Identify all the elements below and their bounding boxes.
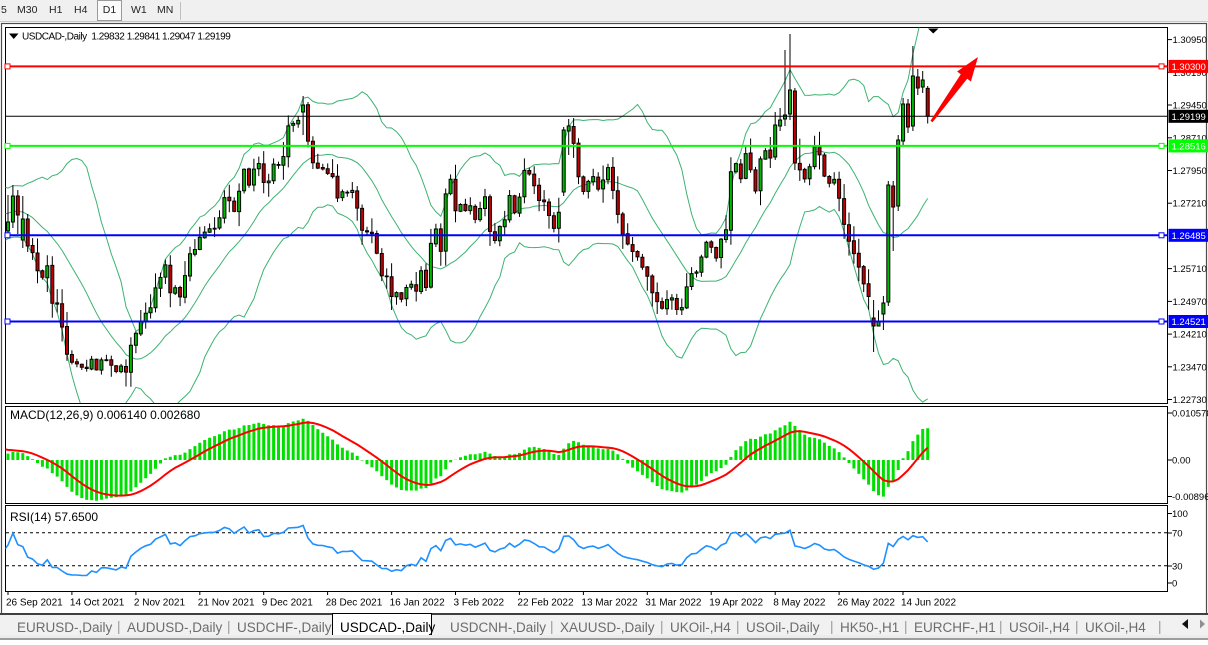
svg-text:21 Nov 2021: 21 Nov 2021 [198, 598, 255, 609]
svg-text:26 May 2022: 26 May 2022 [837, 598, 895, 609]
svg-text:0: 0 [1172, 579, 1177, 590]
svg-text:2 Nov 2021: 2 Nov 2021 [134, 598, 186, 609]
svg-text:1.26485: 1.26485 [1172, 231, 1206, 242]
svg-text:1.22730: 1.22730 [1173, 395, 1207, 406]
svg-text:100: 100 [1172, 509, 1188, 520]
svg-text:70: 70 [1172, 529, 1183, 540]
svg-text:14 Jun 2022: 14 Jun 2022 [901, 598, 956, 609]
svg-text:1.24210: 1.24210 [1173, 330, 1207, 341]
svg-text:26 Sep 2021: 26 Sep 2021 [6, 598, 63, 609]
svg-text:USDCAD-,Daily 1.29832 1.29841: USDCAD-,Daily 1.29832 1.29841 1.29047 1.… [22, 32, 231, 43]
svg-text:1.27950: 1.27950 [1173, 166, 1207, 177]
svg-text:1.24970: 1.24970 [1173, 297, 1207, 308]
svg-text:1.27210: 1.27210 [1173, 199, 1207, 210]
svg-text:1.28516: 1.28516 [1172, 141, 1206, 152]
svg-text:1.30950: 1.30950 [1173, 35, 1207, 46]
svg-text:1.29199: 1.29199 [1172, 112, 1206, 123]
svg-text:28 Dec 2021: 28 Dec 2021 [326, 598, 383, 609]
svg-text:22 Feb 2022: 22 Feb 2022 [517, 598, 574, 609]
svg-text:19 Apr 2022: 19 Apr 2022 [709, 598, 763, 609]
svg-text:16 Jan 2022: 16 Jan 2022 [390, 598, 445, 609]
svg-text:31 Mar 2022: 31 Mar 2022 [645, 598, 702, 609]
svg-text:RSI(14) 57.6500: RSI(14) 57.6500 [10, 510, 98, 524]
svg-text:1.24521: 1.24521 [1172, 317, 1206, 328]
svg-text:8 May 2022: 8 May 2022 [773, 598, 826, 609]
svg-text:13 Mar 2022: 13 Mar 2022 [581, 598, 638, 609]
svg-text:1.30300: 1.30300 [1172, 62, 1206, 73]
svg-text:9 Dec 2021: 9 Dec 2021 [262, 598, 314, 609]
svg-text:-0.00896: -0.00896 [1172, 492, 1208, 503]
svg-text:1.25710: 1.25710 [1173, 264, 1207, 275]
svg-text:0.00: 0.00 [1172, 456, 1191, 467]
svg-text:1.23470: 1.23470 [1173, 362, 1207, 373]
svg-text:0.010578: 0.010578 [1172, 409, 1208, 420]
svg-text:3 Feb 2022: 3 Feb 2022 [454, 598, 505, 609]
svg-text:30: 30 [1172, 562, 1183, 573]
svg-text:14 Oct 2021: 14 Oct 2021 [70, 598, 125, 609]
svg-text:MACD(12,26,9) 0.006140 0.00268: MACD(12,26,9) 0.006140 0.002680 [10, 408, 200, 422]
